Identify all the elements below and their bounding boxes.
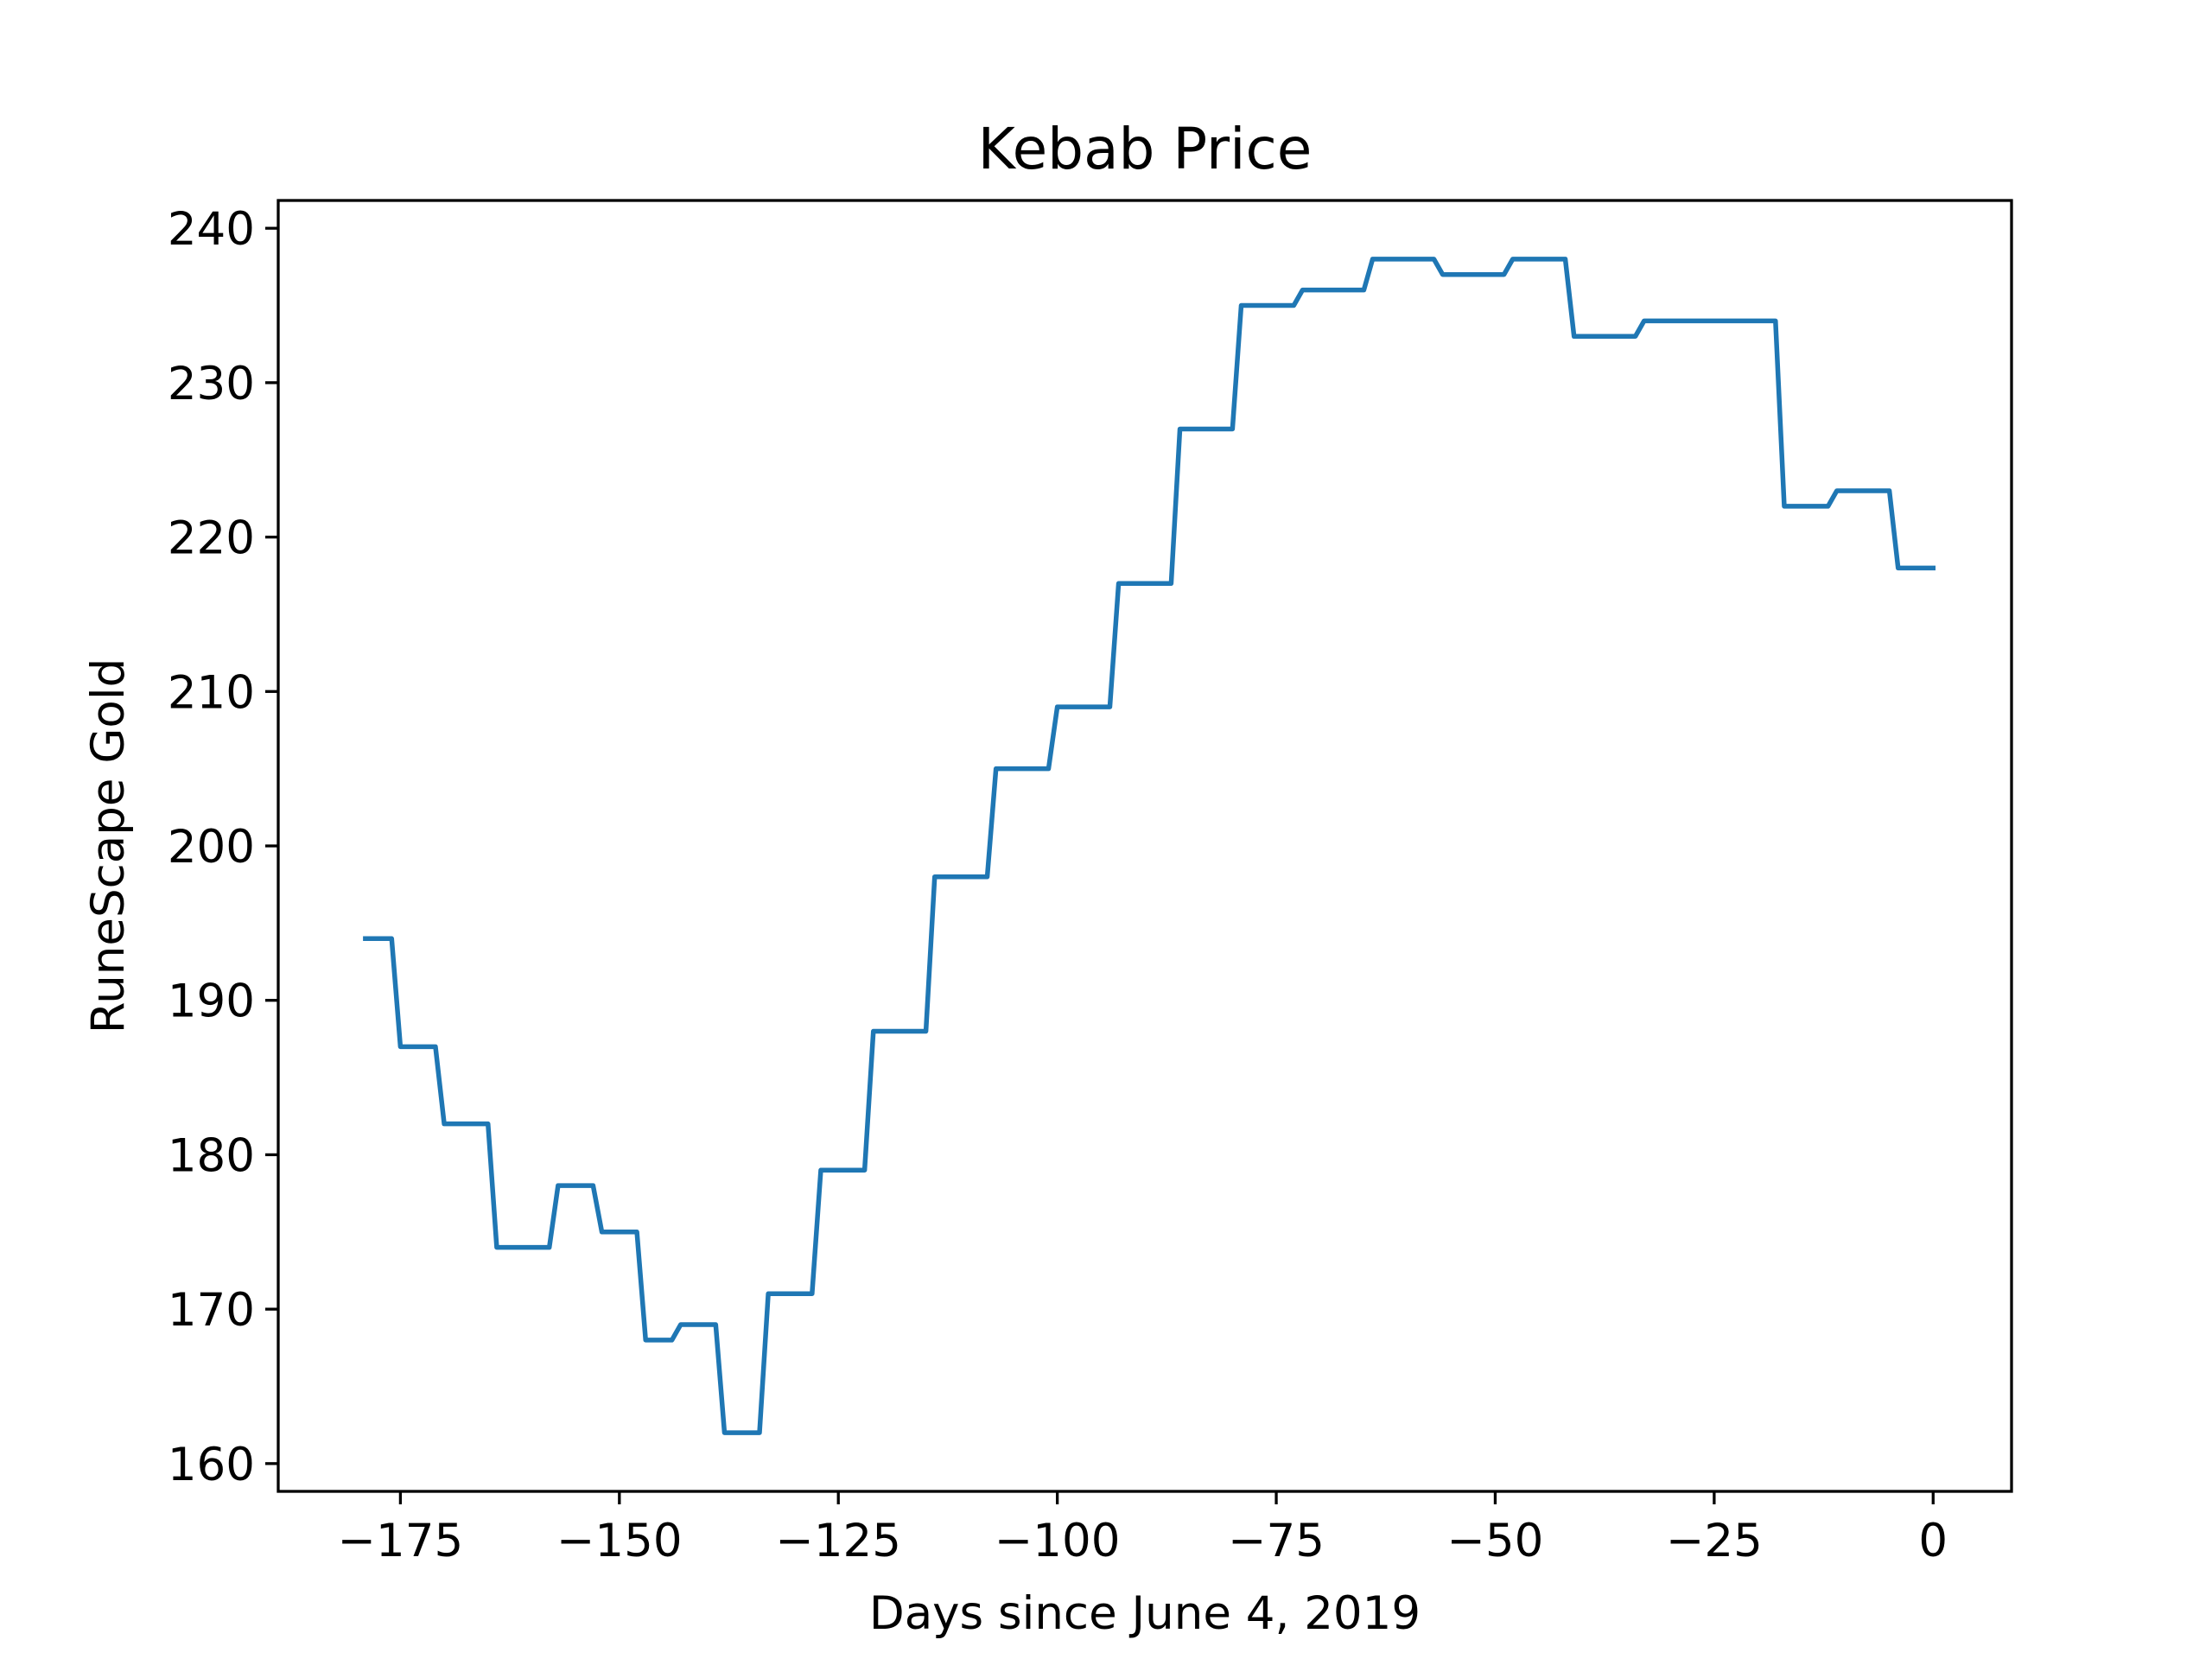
y-axis-label: RuneScape Gold — [82, 658, 135, 1033]
y-tick-label: 170 — [168, 1284, 255, 1337]
y-axis-ticks: 160 170 180 190 200 210 220 230 240 — [168, 203, 278, 1491]
x-tick-label: −75 — [1228, 1515, 1325, 1567]
x-tick-label: −125 — [775, 1515, 901, 1567]
x-tick-label: −25 — [1666, 1515, 1763, 1567]
axes-frame — [276, 199, 2013, 1493]
x-tick-label: −100 — [995, 1515, 1121, 1567]
y-tick-label: 220 — [168, 512, 255, 565]
x-tick-label: −150 — [556, 1515, 683, 1567]
y-tick-label: 200 — [168, 821, 255, 874]
y-tick-label: 240 — [168, 203, 255, 256]
x-axis-ticks: −175 −150 −125 −100 −75 −50 −25 0 — [338, 1491, 1948, 1567]
y-tick-label: 160 — [168, 1439, 255, 1491]
x-tick-label: −50 — [1447, 1515, 1544, 1567]
x-axis-label: Days since June 4, 2019 — [869, 1587, 1421, 1640]
x-tick-label: 0 — [1918, 1515, 1948, 1567]
y-tick-label: 210 — [168, 666, 255, 719]
y-tick-label: 190 — [168, 976, 255, 1028]
series-line-0 — [363, 257, 1936, 1435]
chart-title: Kebab Price — [978, 116, 1313, 182]
y-tick-label: 180 — [168, 1129, 255, 1182]
x-tick-label: −175 — [338, 1515, 464, 1567]
y-tick-label: 230 — [168, 358, 255, 410]
plot-area — [363, 257, 1936, 1435]
